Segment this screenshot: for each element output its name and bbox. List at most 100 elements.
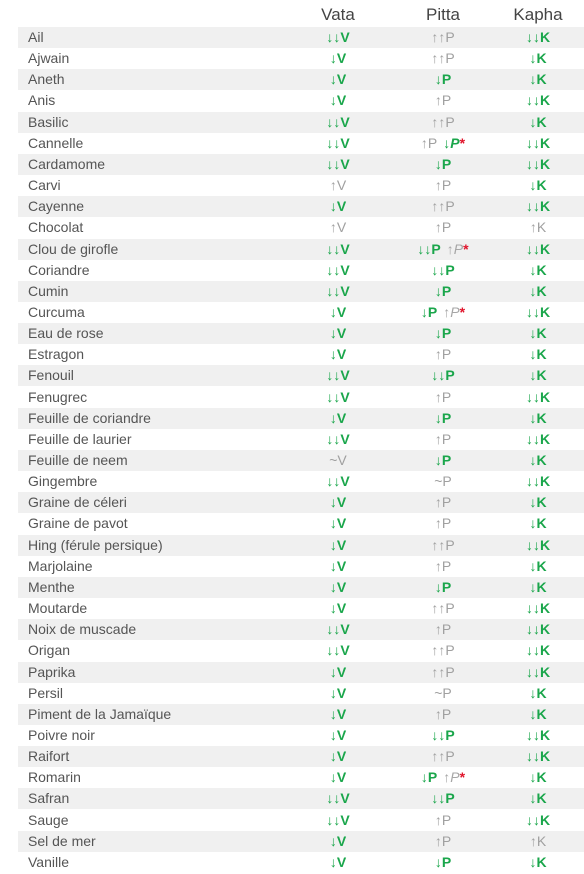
vata-cell-value: ↓↓V bbox=[326, 282, 350, 299]
kapha-cell-value: ↓K bbox=[529, 684, 547, 701]
table-row: Graine de pavot ↓V ↑P ↓K bbox=[18, 513, 584, 534]
pitta-cell-value: ↓↓P bbox=[417, 240, 441, 257]
spice-name: Coriandre bbox=[28, 261, 90, 278]
pitta-cell-value: ↑P bbox=[434, 811, 452, 828]
vata-cell-value: ↓↓V bbox=[326, 134, 350, 151]
vata-cell: ↓↓V bbox=[283, 262, 393, 278]
kapha-cell-value: ↓↓K bbox=[525, 303, 551, 320]
table-row: Curcuma ↓V ↓P ↑P* ↓↓K bbox=[18, 302, 584, 323]
kapha-cell-value: ↓↓K bbox=[525, 536, 551, 553]
spice-name: Menthe bbox=[28, 578, 75, 595]
pitta-cell: ↑P bbox=[388, 389, 498, 405]
spice-name: Ajwain bbox=[28, 50, 70, 67]
vata-cell: ↓V bbox=[283, 706, 393, 722]
vata-cell-value: ↓V bbox=[329, 92, 347, 109]
table-row: Ajwain ↓V ↑↑P ↓K bbox=[18, 48, 584, 69]
pitta-cell-value: ↑P bbox=[420, 134, 438, 151]
pitta-cell-value: ↑↑P bbox=[431, 642, 455, 659]
pitta-cell-value: ↑P bbox=[434, 494, 452, 511]
vata-cell-value: ↓↓V bbox=[326, 388, 350, 405]
kapha-cell-value: ↓↓K bbox=[525, 134, 551, 151]
pitta-cell: ↓P bbox=[388, 71, 498, 87]
vata-cell-value: ↑V bbox=[329, 219, 347, 236]
vata-cell-value: ↓↓V bbox=[326, 811, 350, 828]
pitta-cell-value: ↑↑P bbox=[431, 198, 455, 215]
vata-cell: ↓↓V bbox=[283, 431, 393, 447]
kapha-cell: ↓↓K bbox=[483, 29, 584, 45]
spice-name: Sel de mer bbox=[28, 832, 96, 849]
spice-name: Anis bbox=[28, 92, 56, 109]
pitta-cell: ↓P bbox=[388, 579, 498, 595]
vata-cell: ↑V bbox=[283, 177, 393, 193]
pitta-cell-value: ↑P bbox=[434, 557, 452, 574]
vata-cell-value: ↓V bbox=[329, 748, 347, 765]
vata-cell: ↓↓V bbox=[283, 621, 393, 637]
vata-cell-value: ↓V bbox=[329, 557, 347, 574]
kapha-cell-value: ↓↓K bbox=[525, 29, 551, 45]
asterisk-note: * bbox=[459, 134, 466, 151]
pitta-cell: ↑P bbox=[388, 92, 498, 108]
vata-cell: ↓V bbox=[283, 198, 393, 214]
kapha-cell-value: ↓↓K bbox=[525, 642, 551, 659]
kapha-cell-value: ↓K bbox=[529, 71, 547, 88]
vata-cell-value: ↓↓V bbox=[326, 29, 350, 45]
pitta-cell-value: ↓↓P bbox=[431, 261, 455, 278]
kapha-cell-value: ↓↓K bbox=[525, 663, 551, 680]
spice-name: Aneth bbox=[28, 71, 65, 88]
kapha-cell: ↓↓K bbox=[483, 727, 584, 743]
kapha-cell-value: ↓K bbox=[529, 346, 547, 363]
vata-cell: ↓V bbox=[283, 71, 393, 87]
kapha-cell: ↓K bbox=[483, 558, 584, 574]
kapha-cell: ↓K bbox=[483, 790, 584, 806]
pitta-cell: ↑P bbox=[388, 177, 498, 193]
pitta-cell-value: ↓↓P bbox=[431, 790, 455, 807]
kapha-cell: ↓↓K bbox=[483, 812, 584, 828]
spice-name: Curcuma bbox=[28, 303, 85, 320]
pitta-cell: ~P bbox=[388, 473, 498, 489]
kapha-cell: ↓K bbox=[483, 346, 584, 362]
spice-name: Noix de muscade bbox=[28, 621, 137, 638]
spice-name: Clou de girofle bbox=[28, 240, 119, 257]
table-row: Paprika ↓V ↑↑P ↓↓K bbox=[18, 661, 584, 683]
table-row: Marjolaine ↓V ↑P ↓K bbox=[18, 556, 584, 577]
kapha-cell-value: ↓↓K bbox=[525, 388, 551, 405]
spice-name: Eau de rose bbox=[28, 325, 104, 342]
kapha-cell: ↑K bbox=[483, 219, 584, 235]
table-row: Vanille ↓V ↓P ↓K bbox=[18, 852, 584, 873]
kapha-cell-value: ↓↓K bbox=[525, 198, 551, 215]
vata-cell-value: ↑V bbox=[329, 177, 347, 194]
vata-cell: ↓↓V bbox=[283, 367, 393, 383]
pitta-cell-value: ↑P bbox=[434, 346, 452, 363]
pitta-cell-value: ~P bbox=[434, 473, 452, 490]
vata-cell: ~V bbox=[283, 452, 393, 468]
spice-name: Feuille de neem bbox=[28, 452, 128, 468]
vata-cell: ↓V bbox=[283, 92, 393, 108]
pitta-cell-value: ↑P bbox=[434, 515, 452, 532]
pitta-cell: ↓↓P bbox=[388, 367, 498, 383]
asterisk-note: * bbox=[459, 769, 466, 786]
pitta-cell: ↑P bbox=[388, 558, 498, 574]
vata-cell-value: ~V bbox=[329, 452, 347, 468]
vata-cell: ↓↓V bbox=[283, 29, 393, 45]
kapha-cell: ↓K bbox=[483, 706, 584, 722]
vata-cell-value: ↓↓V bbox=[326, 642, 350, 659]
kapha-cell-value: ↑K bbox=[529, 832, 547, 849]
pitta-cell-value: ↑↑P bbox=[431, 663, 455, 680]
header-vata: Vata bbox=[321, 5, 355, 24]
kapha-cell: ↓K bbox=[483, 50, 584, 66]
vata-cell: ↓V bbox=[283, 537, 393, 553]
pitta-cell-value: ↑↑P bbox=[431, 748, 455, 765]
table-row: Gingembre ↓↓V ~P ↓↓K bbox=[18, 471, 584, 492]
pitta-cell: ↓↓P bbox=[388, 790, 498, 806]
table-row: Feuille de coriandre ↓V ↓P ↓K bbox=[18, 407, 584, 429]
spice-name: Cayenne bbox=[28, 198, 85, 215]
pitta-cell: ↓P bbox=[388, 410, 498, 426]
vata-cell: ↓V bbox=[283, 748, 393, 764]
pitta-cell: ↑P ↓P* bbox=[388, 135, 498, 151]
table-row: Poivre noir ↓V ↓↓P ↓↓K bbox=[18, 725, 584, 746]
vata-cell-value: ↓V bbox=[329, 303, 347, 320]
pitta-cell-value: ↑P bbox=[434, 705, 452, 722]
table-row: Cayenne ↓V ↑↑P ↓↓K bbox=[18, 196, 584, 218]
vata-cell-value: ↓V bbox=[329, 198, 347, 215]
spice-name: Feuille de laurier bbox=[28, 430, 132, 447]
